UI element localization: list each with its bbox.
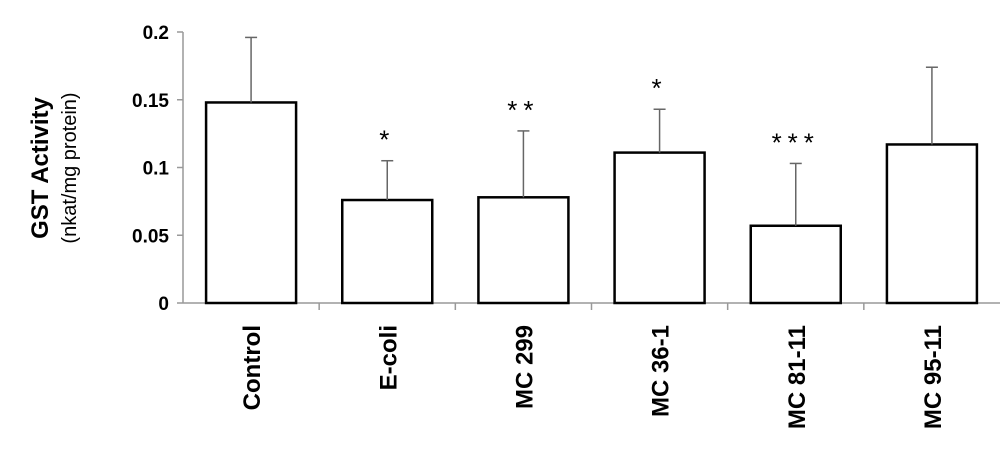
significance-marker: * (379, 125, 395, 155)
significance-marker: *** (772, 127, 820, 157)
x-tick-label: MC 81-11 (784, 325, 811, 429)
y-tick-label: 0.2 (143, 23, 169, 44)
bar (341, 198, 434, 305)
significance-marker: ** (507, 95, 539, 125)
y-axis-label-group: GST Activity (nkat/mg protein) (27, 92, 81, 243)
x-tick-labels: Control E-coli MC 299 MC 36-1 MC 81-11 MC 95-… (239, 325, 947, 429)
bar (885, 143, 979, 305)
bar (204, 101, 298, 305)
y-axis-unit-label: (nkat/mg protein) (59, 92, 81, 243)
bar (613, 151, 706, 305)
significance-markers: ******* (379, 73, 820, 157)
y-ticks: 0 0.05 0.1 0.15 0.2 (132, 23, 183, 315)
x-tick-label: Control (239, 325, 266, 410)
y-tick-label: 0 (158, 294, 169, 315)
x-tick-label: E-coli (375, 325, 402, 390)
bar (749, 224, 842, 305)
x-tick-label: MC 36-1 (648, 325, 675, 417)
significance-marker: * (652, 73, 668, 103)
error-bars (245, 36, 938, 226)
y-tick-label: 0.15 (132, 91, 169, 112)
y-tick-label: 0.05 (132, 226, 169, 247)
axes (182, 32, 1000, 310)
bars (204, 101, 979, 305)
x-tick-label: MC 299 (511, 325, 538, 409)
bar (477, 196, 570, 305)
y-axis-label: GST Activity (27, 96, 54, 238)
y-tick-label: 0.1 (143, 159, 170, 180)
x-tick-label: MC 95-11 (920, 325, 947, 429)
